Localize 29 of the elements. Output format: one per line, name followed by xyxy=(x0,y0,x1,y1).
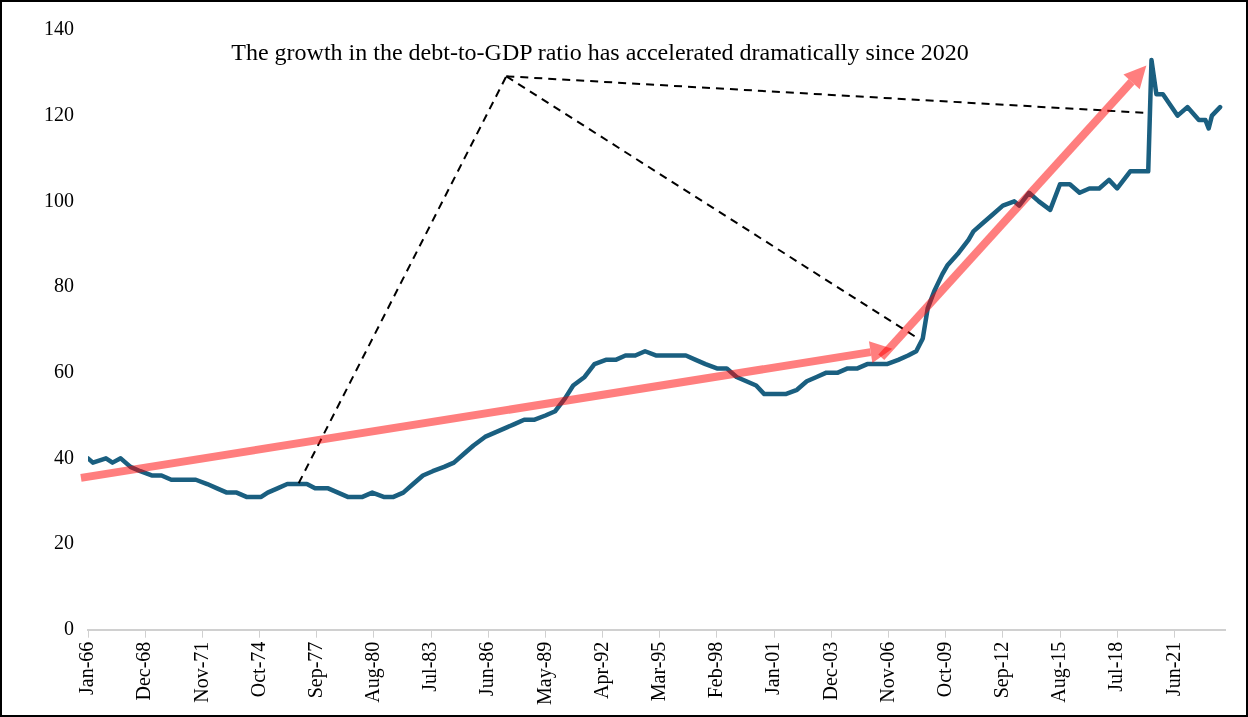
x-tick-label: Dec-68 xyxy=(132,641,155,701)
y-tick-label: 40 xyxy=(54,445,74,468)
y-tick-label: 120 xyxy=(44,102,74,125)
x-tick-label: Apr-92 xyxy=(589,641,613,700)
y-tick-label: 80 xyxy=(54,274,74,297)
x-tick-label: Aug-80 xyxy=(361,641,385,703)
x-tick-label: Aug-15 xyxy=(1047,641,1071,703)
x-tick-label: Oct-09 xyxy=(932,641,955,698)
x-tick-label: Jan-01 xyxy=(761,641,784,696)
y-tick-label: 60 xyxy=(54,359,74,382)
x-tick-label: Jun-21 xyxy=(1161,641,1184,697)
x-tick-label: Jun-86 xyxy=(475,641,498,697)
x-tick-label: Sep-12 xyxy=(990,641,1014,699)
x-tick-label: Jul-18 xyxy=(1104,641,1127,692)
x-tick-label: Jan-66 xyxy=(75,641,98,696)
x-tick-label: Oct-74 xyxy=(246,641,269,698)
x-tick-label: Sep-77 xyxy=(303,641,327,699)
x-tick-label: Dec-03 xyxy=(818,641,841,701)
y-tick-label: 140 xyxy=(44,17,74,40)
y-tick-label: 100 xyxy=(44,188,74,211)
y-tick-label: 0 xyxy=(64,616,74,639)
y-tick-label: 20 xyxy=(54,531,74,554)
x-tick-label: Nov-71 xyxy=(189,641,212,703)
x-tick-label: Jul-83 xyxy=(418,641,441,692)
x-tick-label: Mar-95 xyxy=(647,641,670,702)
x-tick-label: Nov-06 xyxy=(875,641,898,703)
annotation: The growth in the debt-to-GDP ratio has accelerated dramatically since 2020 xyxy=(231,38,969,65)
x-tick-label: Feb-98 xyxy=(704,641,727,699)
x-tick-label: May-89 xyxy=(532,641,556,706)
